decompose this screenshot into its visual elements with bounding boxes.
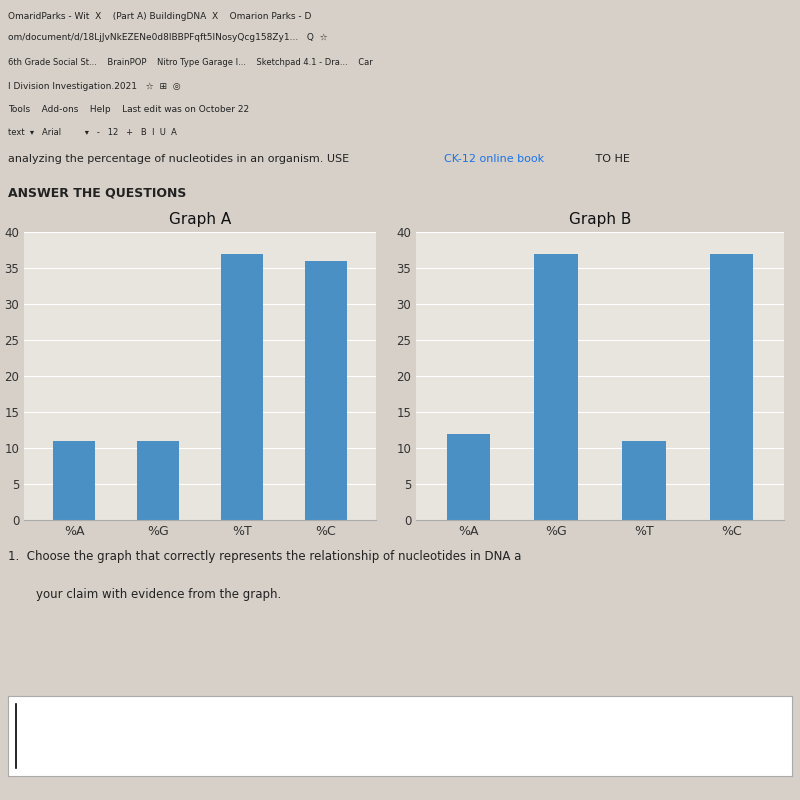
- Title: Graph B: Graph B: [569, 212, 631, 226]
- Bar: [137, 441, 179, 520]
- Text: Tools    Add-ons    Help    Last edit was on October 22: Tools Add-ons Help Last edit was on Octo…: [8, 106, 249, 114]
- Bar: [305, 261, 346, 520]
- Text: your claim with evidence from the graph.: your claim with evidence from the graph.: [36, 589, 282, 602]
- Text: analyzing the percentage of nucleotides in an organism. USE: analyzing the percentage of nucleotides …: [8, 154, 353, 164]
- Text: l Division Investigation.2021   ☆  ⊞  ◎: l Division Investigation.2021 ☆ ⊞ ◎: [8, 82, 181, 91]
- Text: TO HE: TO HE: [592, 154, 630, 164]
- Bar: [534, 254, 578, 520]
- Text: CK-12 online book: CK-12 online book: [444, 154, 544, 164]
- Text: OmaridParks - Wit  X    (Part A) BuildingDNA  X    Omarion Parks - D: OmaridParks - Wit X (Part A) BuildingDNA…: [8, 11, 311, 21]
- Text: om/document/d/18LjJvNkEZENe0d8IBBPFqft5lNosyQcg158Zy1...   Q  ☆: om/document/d/18LjJvNkEZENe0d8IBBPFqft5l…: [8, 34, 328, 42]
- Bar: [446, 434, 490, 520]
- Text: text  ▾   Arial         ▾   -   12   +   B  I  U  A: text ▾ Arial ▾ - 12 + B I U A: [8, 128, 177, 138]
- Text: 1.  Choose the graph that correctly represents the relationship of nucleotides i: 1. Choose the graph that correctly repre…: [8, 550, 522, 562]
- Text: 6th Grade Social St...    BrainPOP    Nitro Type Garage I...    Sketchpad 4.1 - : 6th Grade Social St... BrainPOP Nitro Ty…: [8, 58, 373, 66]
- Bar: [622, 441, 666, 520]
- Bar: [221, 254, 263, 520]
- Text: ANSWER THE QUESTIONS: ANSWER THE QUESTIONS: [8, 186, 186, 199]
- Bar: [710, 254, 754, 520]
- Title: Graph A: Graph A: [169, 212, 231, 226]
- Bar: [54, 441, 95, 520]
